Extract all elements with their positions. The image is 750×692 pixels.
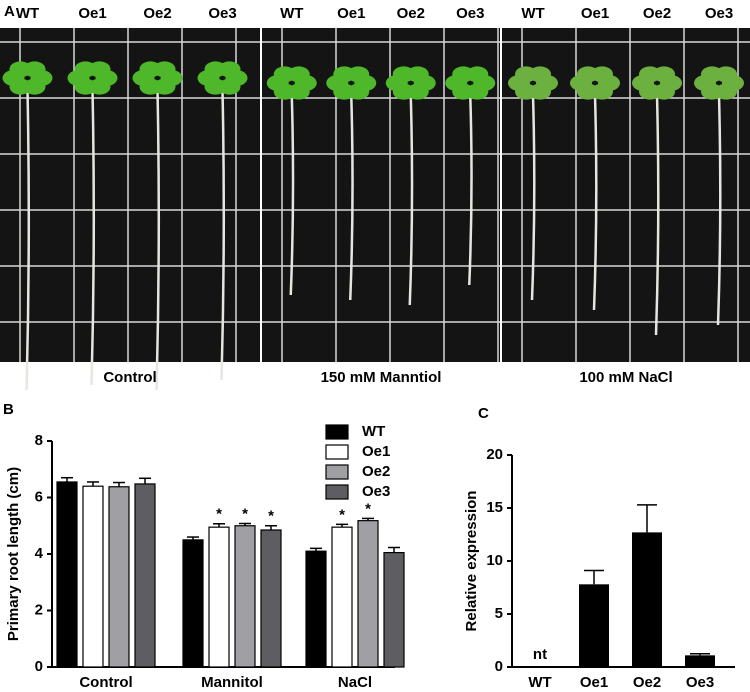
y-tick-label: 2 — [35, 601, 43, 618]
x-tick-label: Oe3 — [686, 674, 714, 691]
leaf — [287, 66, 310, 83]
bar — [134, 483, 156, 668]
panel-label: C — [478, 405, 489, 422]
bar — [383, 551, 405, 668]
genotype-label: Oe1 — [337, 5, 365, 22]
y-tick-label: 8 — [35, 432, 43, 449]
significance: * — [339, 506, 345, 523]
leaf — [406, 66, 429, 83]
condition-label: Control — [103, 369, 156, 386]
root — [289, 94, 295, 296]
bar — [182, 539, 204, 668]
bar — [357, 520, 379, 668]
legend-swatch — [325, 444, 349, 460]
genotype-label: Oe2 — [143, 5, 171, 22]
y-axis-label: Primary root length (cm) — [5, 467, 22, 641]
panel-label: A — [4, 3, 15, 20]
bar — [108, 486, 130, 668]
genotype-label: Oe1 — [78, 5, 106, 22]
leaf — [153, 61, 176, 78]
leaf — [347, 66, 370, 83]
x-tick-label: Mannitol — [201, 674, 263, 691]
root — [716, 94, 722, 326]
root — [220, 89, 226, 381]
legend-label: Oe3 — [362, 483, 390, 500]
bar — [260, 529, 282, 668]
legend-swatch — [325, 484, 349, 500]
significance: * — [365, 500, 371, 517]
genotype-label: WT — [280, 5, 303, 22]
condition-label: 150 mM Manntiol — [321, 369, 442, 386]
leaf — [23, 61, 46, 78]
bar — [82, 485, 104, 668]
bar — [305, 550, 327, 668]
root — [408, 94, 414, 306]
leaf — [653, 66, 675, 83]
root — [349, 94, 354, 301]
y-tick-label: 6 — [35, 488, 43, 505]
condition-label: 100 mM NaCl — [579, 369, 672, 386]
genotype-label: WT — [521, 5, 544, 22]
bar — [208, 526, 230, 668]
root — [90, 89, 96, 386]
significance: * — [216, 506, 222, 523]
bar — [632, 532, 662, 667]
x-tick-label: Oe1 — [580, 674, 608, 691]
significance: * — [268, 508, 274, 525]
x-tick-label: NaCl — [338, 674, 372, 691]
panel-label: B — [3, 401, 14, 418]
y-tick-label: 4 — [35, 545, 44, 562]
x-tick-label: WT — [528, 674, 551, 691]
legend-swatch — [325, 464, 349, 480]
significance: * — [242, 505, 248, 522]
genotype-label: WT — [16, 5, 39, 22]
leaf — [715, 66, 737, 83]
leaf — [529, 66, 551, 83]
leaf — [218, 61, 241, 78]
genotype-label: Oe3 — [705, 5, 733, 22]
leaf — [88, 61, 111, 78]
root — [468, 94, 473, 286]
x-tick-label: Oe2 — [633, 674, 661, 691]
root — [592, 94, 598, 311]
value-label: nt — [533, 646, 547, 663]
y-tick-label: 0 — [35, 658, 43, 675]
leaf — [591, 66, 613, 83]
y-tick-label: 20 — [486, 446, 503, 463]
legend-swatch — [325, 424, 349, 440]
genotype-label: Oe1 — [581, 5, 609, 22]
root — [155, 89, 161, 391]
y-axis-label: Relative expression — [463, 491, 480, 632]
root — [654, 94, 660, 336]
y-tick-label: 10 — [486, 552, 503, 569]
y-tick-label: 0 — [495, 658, 503, 675]
x-tick-label: Control — [79, 674, 132, 691]
y-tick-label: 5 — [495, 605, 503, 622]
leaf — [466, 66, 489, 83]
legend-label: WT — [362, 423, 385, 440]
genotype-label: Oe2 — [397, 5, 425, 22]
genotype-label: Oe3 — [208, 5, 236, 22]
legend-label: Oe2 — [362, 463, 390, 480]
root — [530, 94, 536, 301]
bar — [56, 481, 78, 668]
legend-label: Oe1 — [362, 443, 390, 460]
y-tick-label: 15 — [486, 499, 503, 516]
bar — [685, 655, 715, 667]
bar — [331, 526, 353, 668]
bar — [234, 525, 256, 668]
genotype-label: Oe3 — [456, 5, 484, 22]
root — [25, 89, 31, 391]
bar — [579, 584, 609, 667]
genotype-label: Oe2 — [643, 5, 671, 22]
